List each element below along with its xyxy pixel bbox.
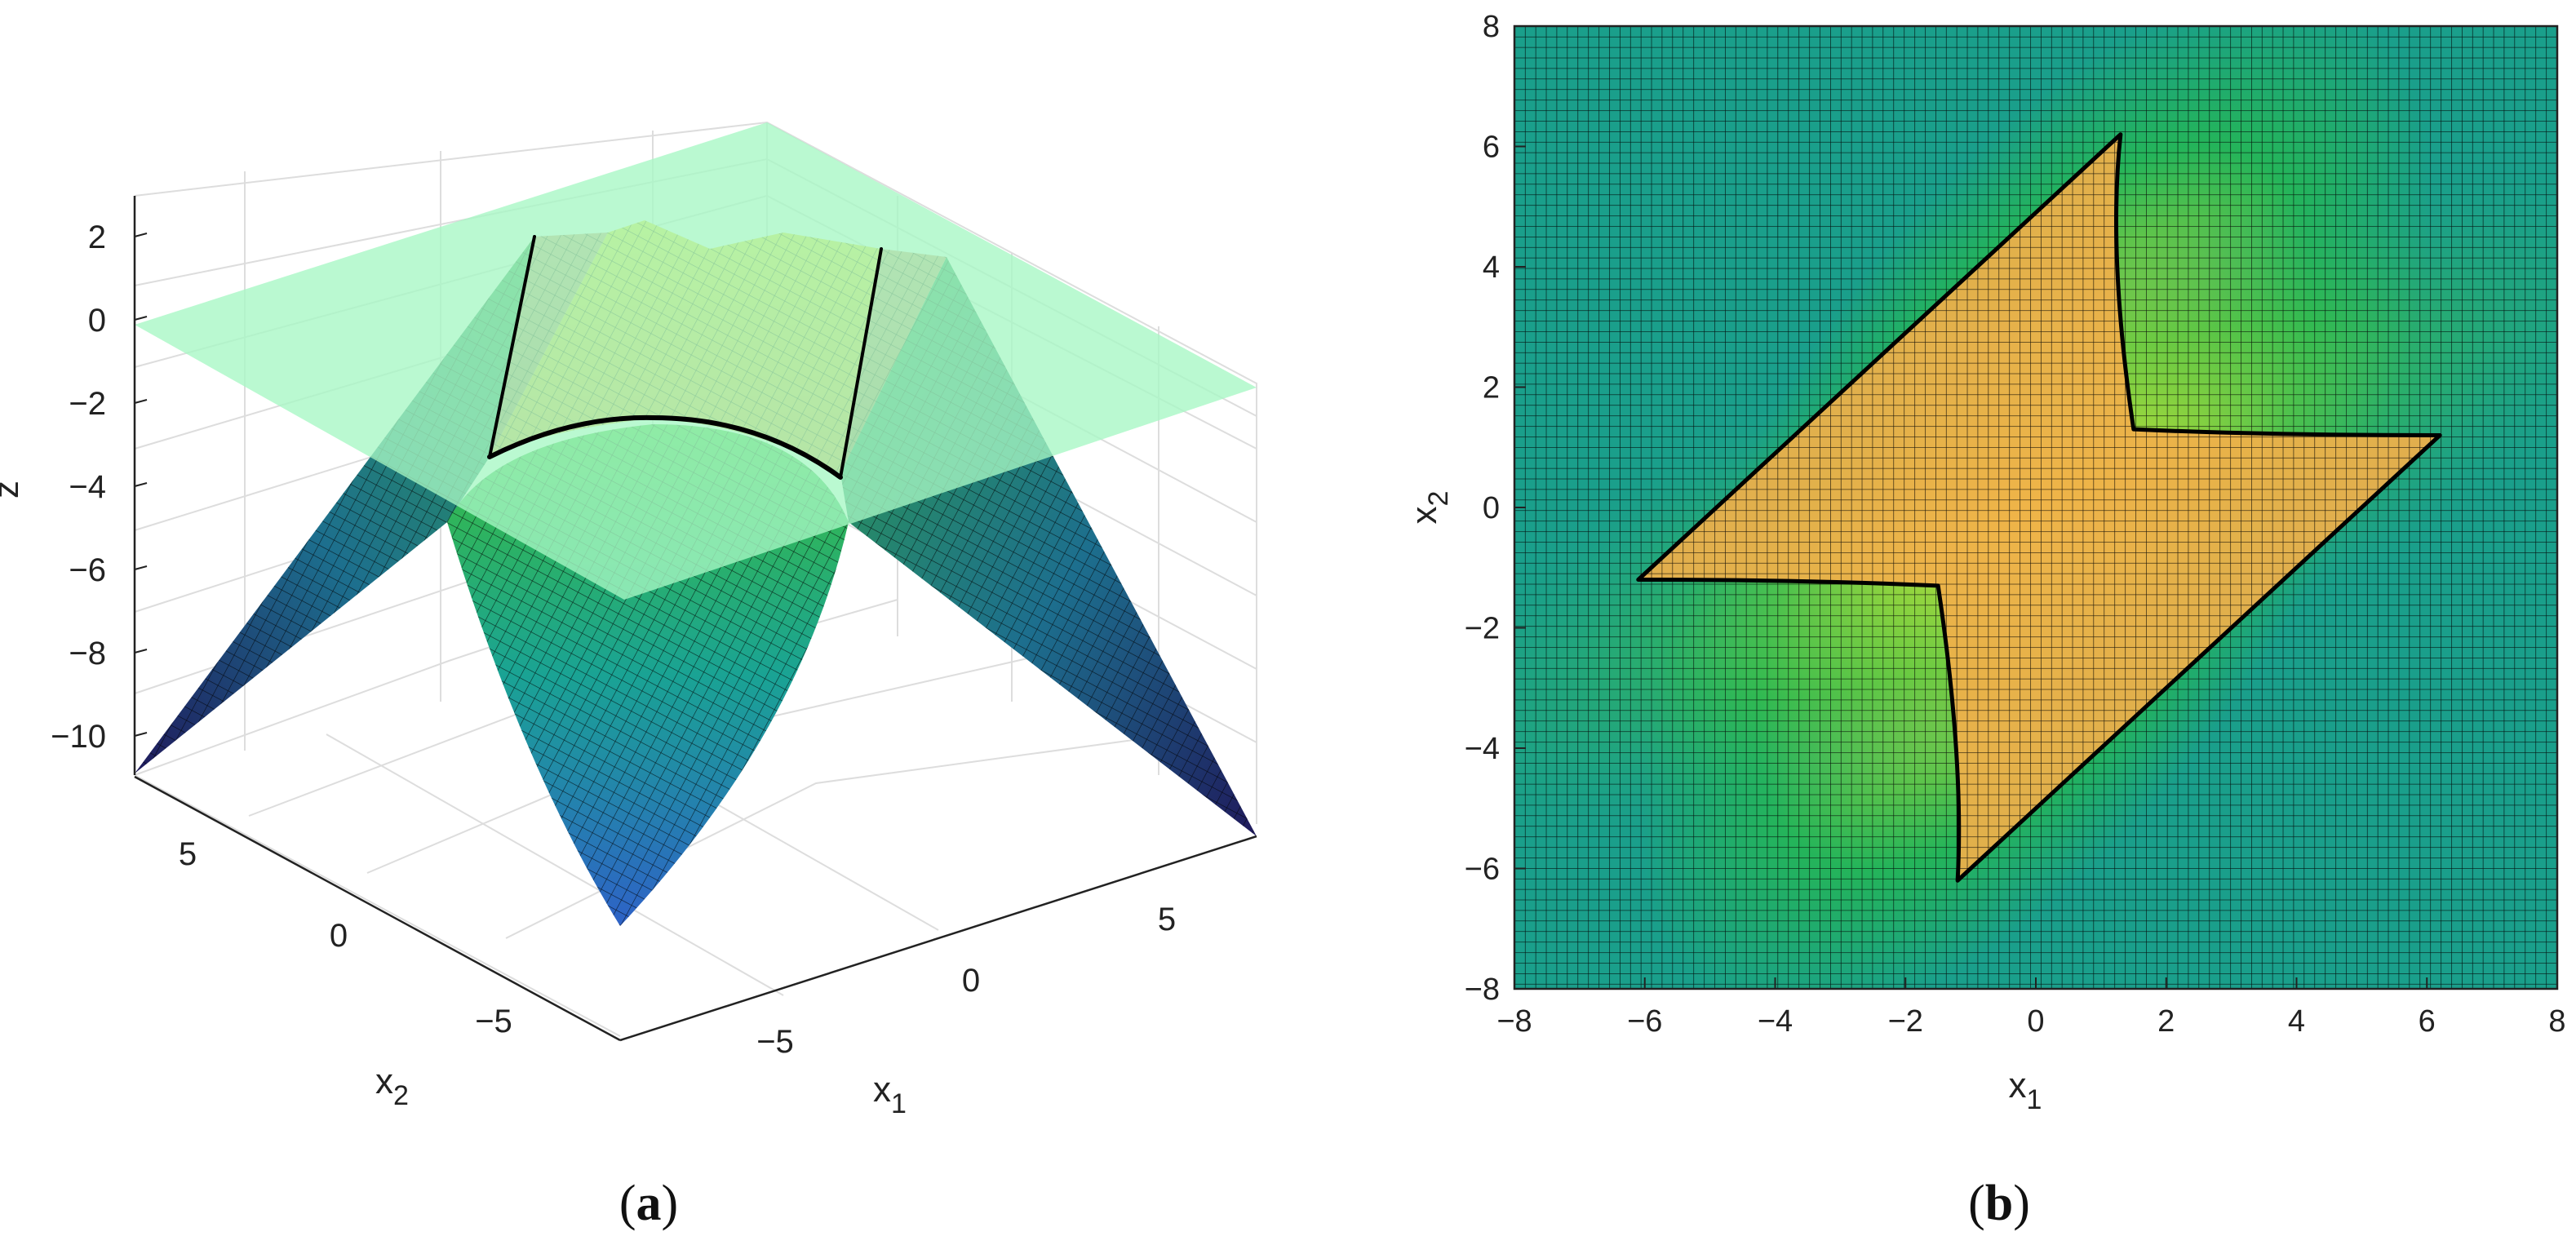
z-tick (134, 649, 148, 654)
z-tick-label: −4 (69, 469, 106, 505)
z-tick (134, 316, 148, 321)
x2-tick-labels: 5 0 −5 (179, 836, 512, 1039)
x1-tick-label: −6 (1627, 1004, 1662, 1039)
x1-tick-label: 6 (2419, 1004, 2436, 1039)
x2-tick-label: −8 (1465, 973, 1500, 1007)
x1-tick-label: −2 (1888, 1004, 1923, 1039)
x2-axis-label: x2 (375, 1061, 409, 1111)
x1-tick-labels: −5 0 5 (756, 902, 1176, 1060)
x1-tick-label: 5 (1158, 902, 1176, 937)
x1-tick-label: 2 (2157, 1004, 2175, 1039)
z-tick-label: 0 (88, 303, 106, 339)
z-tick (134, 732, 148, 737)
panel-label-a: (a) (619, 1176, 678, 1231)
panel-a-contour (487, 235, 883, 480)
x1-tick-label: 8 (2548, 1004, 2565, 1039)
x1-tick-labels-b: −8 −6 −4 −2 0 2 4 6 8 (1496, 977, 2566, 1039)
x2-axis-label-b: x2 (1404, 491, 1454, 525)
z-tick (134, 399, 148, 404)
x2-tick-label: 0 (1483, 491, 1500, 525)
z-tick-label: −2 (69, 386, 106, 422)
x1-tick-label: −8 (1496, 1004, 1532, 1039)
x2-tick-label: −4 (1465, 732, 1500, 766)
z-tick-label: −10 (51, 719, 106, 755)
z-tick-labels: 2 0 −2 −4 −6 −8 −10 (51, 219, 148, 755)
x1-axis: −5 0 5 x1 (619, 835, 1257, 1119)
x1-axis-label: x1 (873, 1070, 907, 1119)
panel-label-b: (b) (1968, 1176, 2030, 1231)
panel-a-surface-plot: 2 0 −2 −4 −6 −8 −10 z 5 0 −5 x2 −5 0 5 x1 (a) (0, 121, 1257, 1231)
z-zero-plane (135, 122, 1257, 600)
z-axis-label: z (0, 481, 26, 498)
x2-tick-label: −5 (475, 1004, 512, 1039)
x1-tick-label: 0 (962, 963, 980, 999)
x1-tick-label: 4 (2288, 1004, 2305, 1039)
x2-tick-label: 5 (179, 836, 197, 872)
x1-tick-label: −4 (1758, 1004, 1793, 1039)
x2-tick-labels-b: 8 6 4 2 0 −2 −4 −6 −8 (1465, 10, 1526, 1007)
x2-tick-label: 2 (1483, 371, 1500, 405)
z-tick (134, 565, 148, 570)
z-tick (134, 482, 148, 487)
x1-tick-label: −5 (756, 1024, 794, 1060)
x2-tick-label: 0 (330, 918, 348, 954)
x2-axis: 5 0 −5 x2 (134, 775, 621, 1111)
panel-b-heatmap: −8 −6 −4 −2 0 2 4 6 8 8 6 4 2 0 −2 −4 −6 −8 x1 x2 (b) (1404, 10, 2566, 1231)
x2-tick-label: 4 (1483, 250, 1500, 285)
heatmap-mesh (1514, 26, 2557, 989)
x2-tick-label: 6 (1483, 131, 1500, 165)
x1-tick-label: 0 (2027, 1004, 2044, 1039)
x1-axis-label-b: x1 (2009, 1066, 2042, 1115)
z-tick-label: −6 (69, 552, 106, 588)
z-tick (134, 233, 148, 237)
z-tick-label: 2 (88, 219, 106, 255)
x2-tick-label: −2 (1465, 612, 1500, 646)
x2-tick-label: 8 (1483, 10, 1500, 44)
x2-tick-label: −6 (1465, 853, 1500, 887)
z-axis: 2 0 −2 −4 −6 −8 −10 z (0, 196, 148, 775)
feasible-region-outline (1636, 132, 2442, 883)
z-tick-label: −8 (69, 636, 106, 671)
